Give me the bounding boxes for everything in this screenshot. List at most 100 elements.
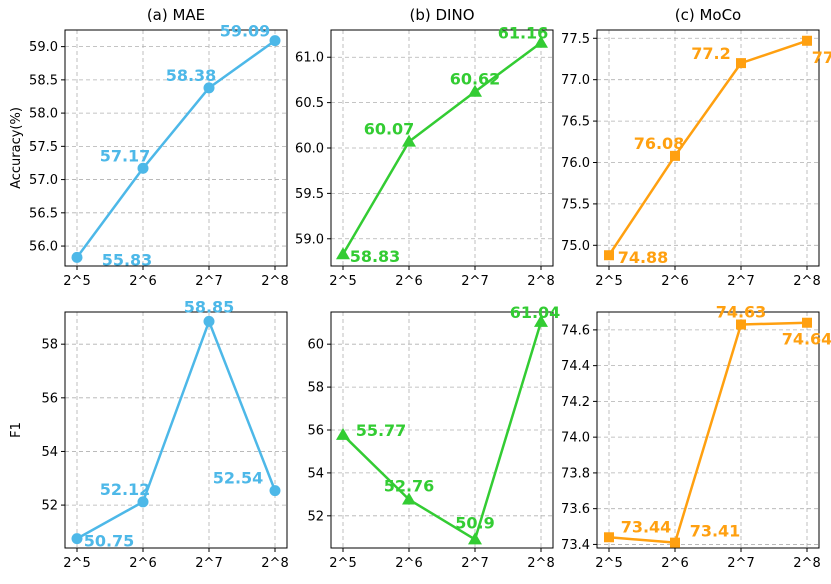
axes-frame	[330, 29, 554, 267]
y-tick-label: 59.5	[295, 187, 324, 202]
panel-title: (b) DINO	[410, 6, 475, 24]
data-label: 58.38	[166, 66, 217, 85]
panel-3: 75.0 75.5 76.0 76.5 77.0 77.5 2^5 2^6 2^7 2^8 (c) …	[561, 6, 831, 289]
panel-4: 52 54 56 58 2^5 2^6 2^7 2^8 F1 50.75 52.12 58.85 52.…	[9, 297, 289, 571]
y-tick-label: 60.5	[295, 96, 324, 111]
axes-frame	[64, 29, 288, 267]
data-point	[736, 319, 746, 330]
data-label: 61.04	[510, 303, 561, 322]
data-point	[534, 35, 548, 48]
y-tick-label: 57.0	[29, 173, 58, 188]
data-point	[336, 427, 350, 440]
y-tick-label: 77.5	[561, 32, 590, 47]
y-tick-label: 74.4	[561, 359, 590, 374]
y-tick-label: 58	[307, 381, 324, 396]
data-point	[736, 58, 746, 69]
data-label: 77.2	[691, 44, 730, 63]
data-point	[203, 82, 215, 94]
x-tick-label: 2^6	[661, 556, 688, 571]
data-label: 55.83	[102, 250, 153, 269]
axes-frame	[596, 29, 820, 267]
data-label: 50.75	[84, 532, 135, 551]
y-tick-label: 54	[41, 445, 58, 460]
panel-title: (c) MoCo	[675, 6, 742, 24]
y-tick-label: 74.0	[561, 431, 590, 446]
y-tick-label: 56.0	[29, 240, 58, 255]
x-tick-label: 2^8	[793, 274, 820, 289]
data-label: 61.16	[498, 24, 549, 43]
y-tick-label: 52	[307, 509, 324, 524]
data-point	[269, 485, 281, 497]
y-tick-label: 61.0	[295, 51, 324, 66]
data-label: 52.12	[100, 480, 151, 499]
data-point	[604, 250, 614, 261]
x-tick-label: 2^8	[527, 274, 554, 289]
data-label: 77.47	[812, 48, 831, 67]
y-tick-label: 74.6	[561, 323, 590, 338]
y-tick-label: 60.0	[295, 142, 324, 157]
data-label: 52.76	[384, 477, 435, 496]
data-label: 52.54	[213, 469, 264, 488]
y-tick-label: 73.8	[561, 466, 590, 481]
y-tick-label: 76.5	[561, 115, 590, 130]
data-label: 74.64	[782, 330, 831, 349]
data-label: 55.77	[356, 421, 407, 440]
y-tick-label: 77.0	[561, 73, 590, 88]
y-tick-label: 76.0	[561, 156, 590, 171]
panel-2: 59.0 59.5 60.0 60.5 61.0 2^5 2^6 2^7 2^8 (b) DINO…	[295, 6, 555, 289]
x-tick-label: 2^7	[727, 556, 754, 571]
y-tick-label: 75.0	[561, 239, 590, 254]
data-point	[402, 134, 416, 147]
x-tick-label: 2^7	[461, 274, 488, 289]
y-tick-label: 59.0	[295, 232, 324, 247]
data-point	[269, 35, 281, 47]
y-tick-label: 60	[307, 338, 324, 353]
data-point	[670, 150, 680, 161]
data-label: 60.07	[364, 120, 415, 139]
y-tick-label: 56.5	[29, 206, 58, 221]
x-tick-label: 2^5	[595, 274, 622, 289]
data-label: 74.63	[716, 303, 767, 322]
x-tick-label: 2^7	[727, 274, 754, 289]
data-point	[468, 84, 482, 97]
y-axis-label: F1	[9, 422, 24, 438]
y-tick-label: 58.5	[29, 73, 58, 88]
axes-frame	[596, 311, 820, 549]
x-tick-label: 2^8	[261, 556, 288, 571]
x-tick-label: 2^7	[195, 556, 222, 571]
data-label: 60.62	[450, 70, 501, 89]
panel-1: 56.0 56.5 57.0 57.5 58.0 58.5 59.0 2^5 2^6 2^7 2^8…	[9, 6, 289, 289]
axes-frame	[64, 311, 288, 549]
series-line	[342, 321, 543, 541]
panel-6: 73.4 73.6 73.8 74.0 74.2 74.4 74.6 2^5 2^6 2^7 2^8…	[561, 303, 831, 571]
x-tick-label: 2^7	[195, 274, 222, 289]
series-line	[608, 321, 808, 544]
y-tick-label: 58	[41, 338, 58, 353]
data-label: 59.09	[220, 22, 271, 41]
x-tick-label: 2^6	[661, 274, 688, 289]
data-label: 74.88	[618, 248, 669, 267]
data-point	[468, 532, 482, 545]
data-label: 58.83	[350, 247, 401, 266]
data-point	[402, 492, 416, 505]
data-point	[802, 35, 812, 46]
series-line	[607, 39, 808, 256]
y-tick-label: 74.2	[561, 395, 590, 410]
data-point	[336, 247, 350, 260]
y-tick-label: 56	[41, 391, 58, 406]
x-tick-label: 2^8	[527, 556, 554, 571]
data-point	[534, 314, 548, 327]
data-point	[670, 537, 680, 548]
x-tick-label: 2^5	[329, 556, 356, 571]
data-label: 73.41	[690, 522, 741, 541]
x-tick-label: 2^5	[63, 556, 90, 571]
y-tick-label: 54	[307, 466, 324, 481]
x-tick-label: 2^5	[329, 274, 356, 289]
panel-title: (a) MAE	[147, 6, 205, 24]
x-tick-label: 2^6	[129, 274, 156, 289]
data-point	[604, 532, 614, 543]
axes-frame	[330, 311, 554, 549]
data-point	[71, 533, 83, 545]
data-point	[71, 251, 83, 263]
data-point	[203, 315, 215, 327]
